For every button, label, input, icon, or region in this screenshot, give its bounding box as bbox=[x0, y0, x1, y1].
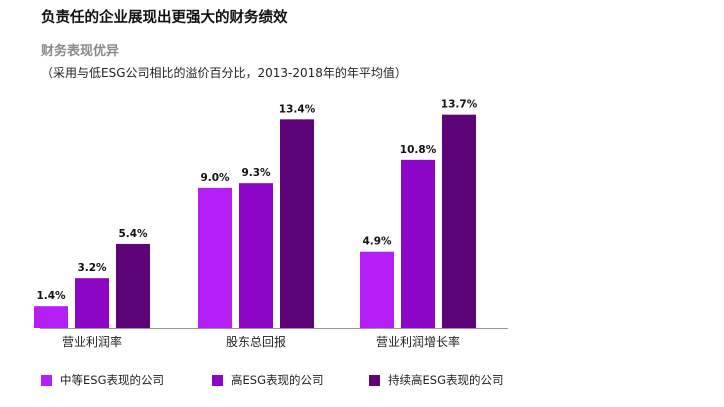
legend-item-series1: 中等ESG表现的公司 bbox=[41, 372, 164, 388]
data-label-2-cat-2: 9.3% bbox=[241, 167, 271, 179]
chart-subtitle: 财务表现优异 bbox=[41, 44, 120, 59]
data-label-3-cat-3: 13.7% bbox=[441, 99, 478, 111]
legend-swatch-series1 bbox=[41, 374, 52, 386]
legend-label-series3: 持续高ESG表现的公司 bbox=[388, 373, 504, 387]
bar-1-cat-3 bbox=[360, 251, 394, 328]
data-label-1-cat-2: 9.0% bbox=[200, 172, 230, 184]
data-label-2-cat-1: 3.2% bbox=[77, 262, 107, 274]
data-label-1-cat-1: 1.4% bbox=[36, 290, 66, 302]
bar-3-cat-2 bbox=[280, 119, 314, 328]
legend-item-series3: 持续高ESG表现的公司 bbox=[369, 372, 503, 388]
legend-swatch-series2 bbox=[212, 374, 223, 386]
bar-3-cat-3 bbox=[442, 114, 476, 329]
bar-2-cat-1 bbox=[75, 278, 109, 328]
legend-label-series1: 中等ESG表现的公司 bbox=[60, 373, 164, 387]
data-label-3-cat-1: 5.4% bbox=[118, 228, 148, 240]
legend-swatch-series3 bbox=[369, 374, 380, 386]
category-label-1: 营业利润率 bbox=[62, 334, 122, 349]
legend-item-series2: 高ESG表现的公司 bbox=[212, 372, 323, 388]
chart-title: 负责任的企业展现出更强大的财务绩效 bbox=[41, 10, 288, 26]
category-label-2: 股东总回报 bbox=[226, 334, 286, 349]
chart-note: （采用与低ESG公司相比的溢价百分比，2013-2018年的年平均值） bbox=[41, 66, 407, 80]
data-label-1-cat-3: 4.9% bbox=[362, 236, 392, 248]
bar-chart: 1.4% 3.2% 5.4% 营业利润率 9.0% 9.3% 13.4% 股东总回报 4.9% 1… bbox=[34, 99, 508, 349]
bar-2-cat-2 bbox=[239, 183, 273, 328]
bar-3-cat-1 bbox=[116, 243, 150, 328]
bar-1-cat-2 bbox=[198, 187, 232, 328]
bar-1-cat-1 bbox=[34, 306, 68, 328]
legend-label-series2: 高ESG表现的公司 bbox=[231, 373, 324, 387]
bar-2-cat-3 bbox=[401, 159, 435, 328]
data-label-3-cat-2: 13.4% bbox=[279, 103, 316, 115]
category-label-3: 营业利润增长率 bbox=[376, 334, 460, 349]
data-label-2-cat-3: 10.8% bbox=[400, 144, 437, 156]
